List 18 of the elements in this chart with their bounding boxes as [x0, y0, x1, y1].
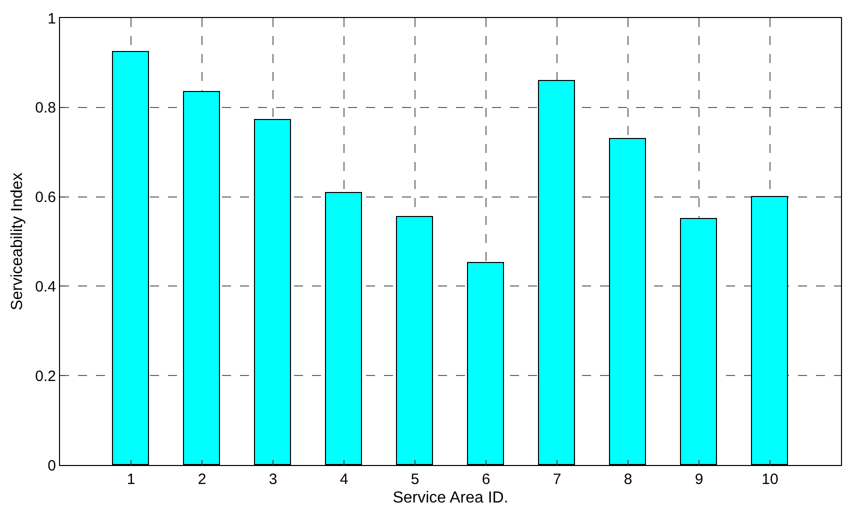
- x-tick-label: 1: [126, 471, 136, 488]
- y-tick-label: 0: [48, 457, 56, 474]
- y-tick-label: 0.2: [35, 368, 56, 385]
- y-tick-label: 0.6: [35, 189, 56, 206]
- x-tick-label: 7: [552, 471, 562, 488]
- y-tick-label: 0.8: [35, 100, 56, 117]
- x-tick-label: 8: [624, 471, 632, 488]
- y-tick-label: 1: [48, 10, 56, 28]
- x-tick-label: 4: [340, 471, 348, 488]
- y-axis-title: Serviceability Index: [9, 172, 26, 310]
- x-tick-label: 10: [762, 471, 778, 488]
- x-axis-title: Service Area ID.: [392, 490, 508, 507]
- x-tick-label: 6: [482, 471, 490, 488]
- x-tick-label: 3: [268, 471, 278, 488]
- x-tick-label: 5: [410, 471, 420, 488]
- y-tick-label: 0.4: [35, 278, 56, 296]
- x-tick-label: 9: [694, 471, 704, 488]
- x-tick-label: 2: [198, 471, 206, 488]
